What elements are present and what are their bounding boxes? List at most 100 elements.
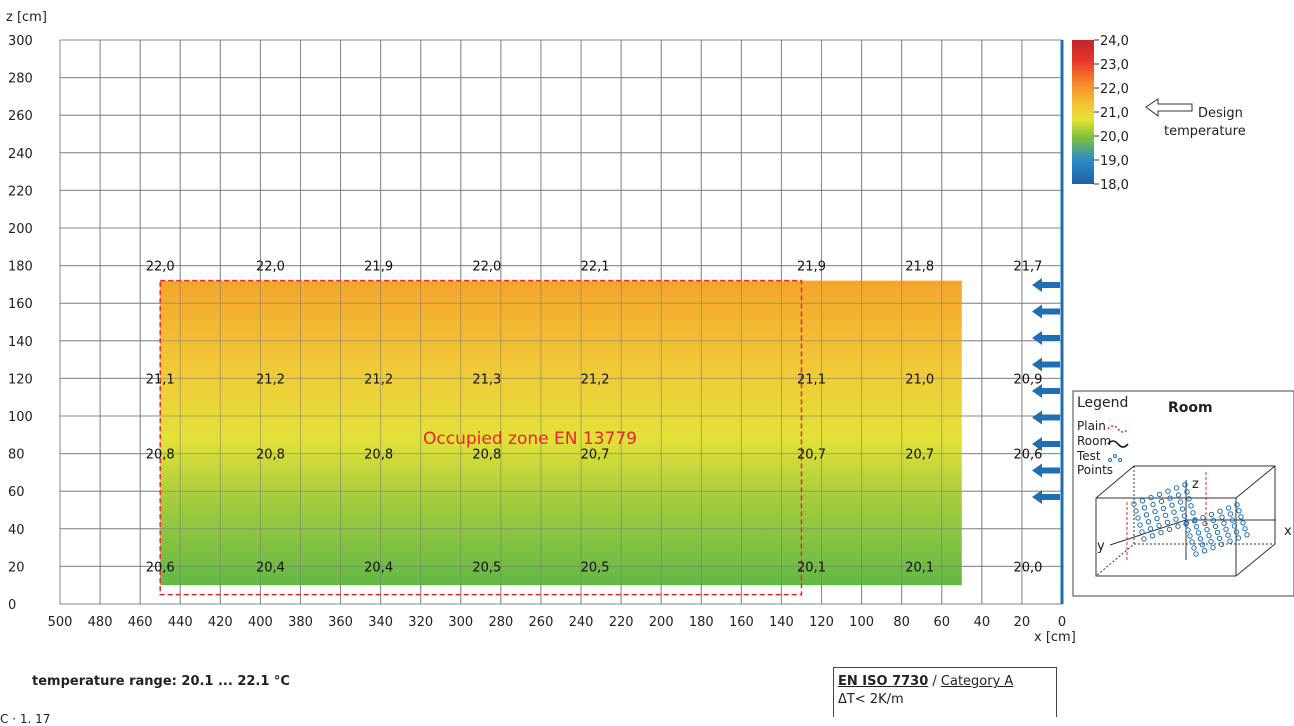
test-point xyxy=(1166,526,1173,533)
test-point xyxy=(1206,532,1212,539)
test-point xyxy=(1165,488,1171,494)
test-point xyxy=(1233,529,1240,535)
value-label: 20,8 xyxy=(472,448,501,463)
x-tick-label: 440 xyxy=(168,615,193,630)
x-tick-label: 160 xyxy=(729,615,754,630)
test-point xyxy=(1234,502,1240,508)
value-label: 21,1 xyxy=(146,372,175,387)
test-point xyxy=(1225,505,1232,511)
value-label: 20,5 xyxy=(581,560,610,575)
test-point xyxy=(1145,519,1152,525)
test-point xyxy=(1158,529,1164,536)
legend-axis-z: z xyxy=(1192,477,1199,492)
colorbar-tick-label: 21,0 xyxy=(1100,106,1129,121)
cut-off-text: C · 1. 17 xyxy=(0,712,51,726)
test-point xyxy=(1221,520,1227,526)
legend-box: Legend Room Plain Room Test Points z x y xyxy=(1072,390,1294,597)
x-tick-label: 400 xyxy=(248,615,273,630)
standard-box: EN ISO 7730 / Category A ΔT< 2K/m xyxy=(833,667,1057,717)
test-point xyxy=(1217,508,1223,514)
test-point xyxy=(1149,533,1156,539)
inflow-arrows xyxy=(1032,278,1060,504)
x-tick-label: 280 xyxy=(488,615,513,630)
x-tick-label: 80 xyxy=(893,615,910,630)
test-point xyxy=(1156,522,1162,529)
y-tick-label: 160 xyxy=(8,297,33,312)
x-tick-label: 0 xyxy=(1058,615,1066,630)
value-label: 21,9 xyxy=(797,260,826,275)
test-point xyxy=(1191,545,1197,551)
y-tick-label: 120 xyxy=(8,372,33,387)
test-point xyxy=(1150,501,1156,508)
x-tick-label: 140 xyxy=(769,615,794,630)
value-label: 20,1 xyxy=(905,560,934,575)
x-tick-label: 460 xyxy=(128,615,153,630)
test-point xyxy=(1192,517,1198,523)
test-point xyxy=(1173,485,1180,491)
test-points-symbol-icon xyxy=(1108,454,1122,462)
inflow-arrow-icon xyxy=(1032,304,1060,319)
x-tick-label: 500 xyxy=(48,615,73,630)
y-tick-label: 200 xyxy=(8,222,33,237)
test-point xyxy=(1179,506,1186,512)
value-label: 21,2 xyxy=(364,372,393,387)
test-point xyxy=(1231,523,1238,529)
design-label-line2: temperature xyxy=(1164,124,1246,139)
inflow-arrow-icon xyxy=(1032,463,1060,478)
value-label: 21,7 xyxy=(1013,260,1042,275)
y-tick-label: 240 xyxy=(8,147,33,162)
test-point xyxy=(1177,499,1184,505)
inflow-arrow-icon xyxy=(1032,331,1060,345)
value-label: 21,2 xyxy=(581,372,610,387)
test-point xyxy=(1167,495,1173,501)
test-point xyxy=(1202,520,1208,527)
x-tick-label: 40 xyxy=(974,615,991,630)
y-tick-label: 100 xyxy=(8,410,33,425)
value-label: 20,6 xyxy=(146,560,175,575)
y-tick-label: 40 xyxy=(8,523,25,538)
value-label: 20,4 xyxy=(256,560,285,575)
test-point xyxy=(1208,511,1215,518)
value-label: 20,8 xyxy=(364,448,393,463)
test-point xyxy=(1139,498,1146,504)
y-tick-label: 20 xyxy=(8,560,25,575)
test-point xyxy=(1181,513,1188,519)
test-point xyxy=(1240,520,1246,526)
colorbar-tick-label: 18,0 xyxy=(1100,178,1129,193)
test-point xyxy=(1208,538,1214,545)
value-label: 21,8 xyxy=(905,260,934,275)
colorbar-tick-label: 23,0 xyxy=(1100,58,1129,73)
y-tick-label: 300 xyxy=(8,34,33,49)
occupied-zone-frame xyxy=(159,279,803,596)
test-point xyxy=(1187,533,1193,539)
test-point xyxy=(1148,494,1154,501)
x-tick-label: 340 xyxy=(368,615,393,630)
colorbar xyxy=(1072,40,1094,184)
test-point xyxy=(1189,539,1195,545)
inflow-arrow-icon xyxy=(1032,278,1060,292)
test-point xyxy=(1201,548,1208,554)
y-tick-label: 280 xyxy=(8,72,33,87)
y-axis-ticks: 3002802602402202001801601401201008060402… xyxy=(8,34,33,613)
test-point xyxy=(1160,505,1167,512)
plain-symbol-icon xyxy=(1107,425,1129,433)
test-point xyxy=(1133,508,1139,514)
y-tick-label: 80 xyxy=(8,448,25,463)
colorbar-tick-label: 24,0 xyxy=(1100,34,1129,49)
y-tick-label: 140 xyxy=(8,335,33,350)
test-point xyxy=(1195,530,1202,536)
test-point xyxy=(1182,482,1188,488)
value-label: 22,0 xyxy=(146,260,175,275)
colorbar-ticks: 24,0 23,0 22,0 21,0 20,0 19,0 18,0 xyxy=(1094,34,1129,193)
test-point xyxy=(1219,514,1225,520)
test-point xyxy=(1164,519,1171,526)
x-tick-label: 260 xyxy=(529,615,554,630)
test-point xyxy=(1214,529,1221,536)
x-tick-label: 420 xyxy=(208,615,233,630)
value-label: 22,0 xyxy=(472,260,501,275)
design-label-line1: Design xyxy=(1198,106,1243,121)
test-point xyxy=(1204,526,1210,533)
temperature-field xyxy=(160,280,962,586)
test-point xyxy=(1147,526,1154,532)
